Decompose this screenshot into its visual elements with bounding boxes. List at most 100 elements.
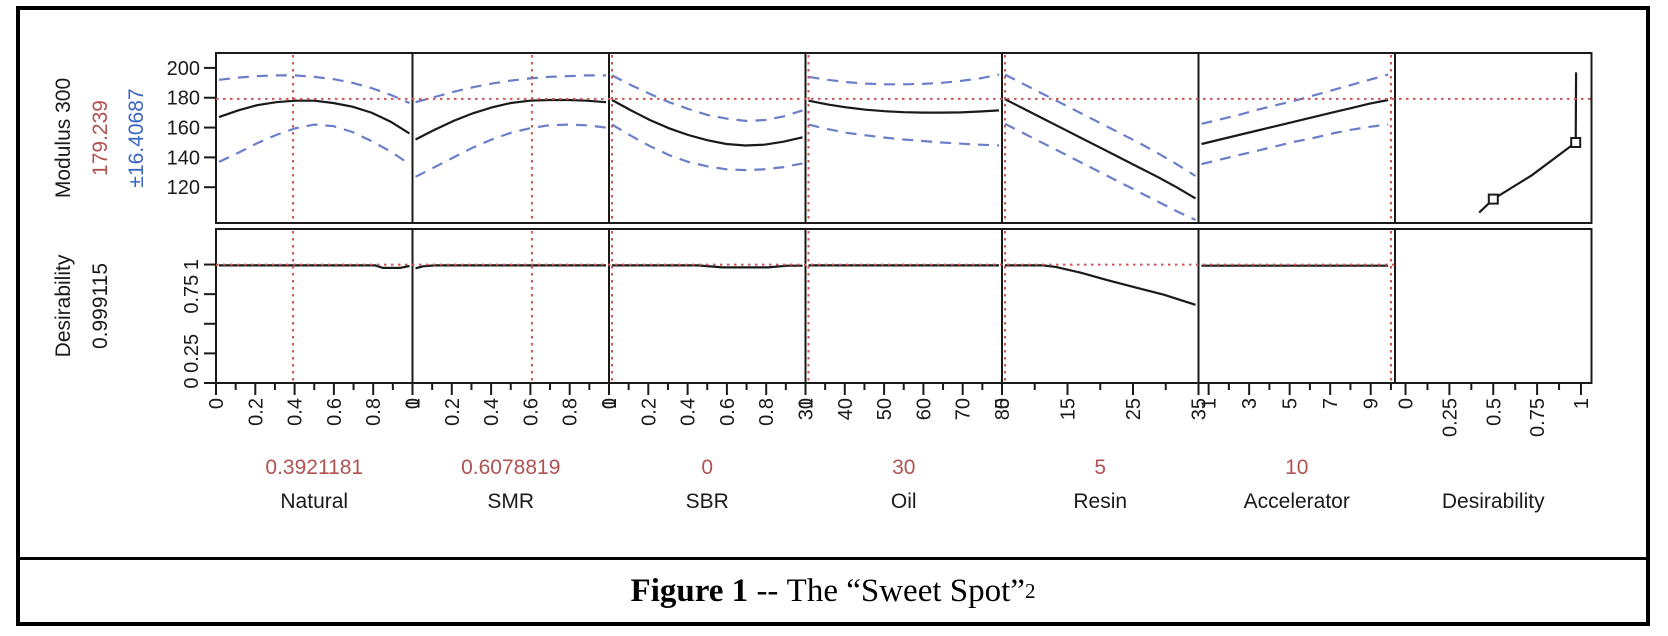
mean-curve-accelerator: [1201, 98, 1389, 146]
panel-resin-desirability: [1001, 228, 1200, 384]
factor-name-sbr: SBR: [686, 490, 729, 513]
panel-natural-desirability: [215, 228, 414, 384]
x-tick-label: 60: [913, 398, 935, 420]
x-tick-label: 5: [1280, 398, 1302, 409]
lower-band-natural: [218, 123, 411, 166]
y-tick-label: 0: [181, 377, 203, 388]
x-tick-label: 0: [599, 398, 621, 409]
desirability-marker[interactable]: [1487, 193, 1499, 205]
factor-name-smr: SMR: [487, 490, 534, 513]
y-tick-label: 1: [181, 259, 203, 270]
panel-sbr-response: [608, 52, 807, 224]
mean-curve-smr: [415, 98, 607, 141]
x-tick-label: 1: [599, 398, 621, 409]
factor-value-natural: 0.3921181: [265, 456, 363, 479]
y-tick-label: 120: [167, 177, 200, 199]
desirability-label: Desirability: [52, 254, 75, 357]
x-tick-label: 3: [1239, 398, 1261, 409]
x-tick-label: 0.2: [442, 398, 464, 426]
desirability-trace-natural: [219, 264, 410, 269]
y-tick-label: 200: [167, 58, 200, 80]
factor-name-natural: Natural: [280, 490, 348, 513]
panel-desirability-empty: [1394, 228, 1593, 384]
mean-curve-natural: [218, 99, 411, 135]
x-tick-label: 0.25: [1439, 398, 1461, 437]
x-tick-label: 80: [992, 398, 1014, 420]
response-ci: ±16.40687: [125, 88, 148, 187]
y-tick-label: 0.75: [181, 275, 203, 314]
x-tick-label: 9: [1361, 398, 1383, 409]
lower-band-accelerator: [1201, 123, 1389, 166]
x-tick-label: 0.2: [245, 398, 267, 426]
caption-title: The “Sweet Spot”: [786, 572, 1025, 609]
desirability-function-curve: [1478, 72, 1578, 214]
mean-curve-sbr: [611, 99, 803, 147]
figure-frame: Modulus 300 179.239 ±16.40687 Desirability 0…: [16, 6, 1650, 626]
figure-caption: Figure 1 -- The “Sweet Spot” 2: [20, 557, 1646, 622]
x-tick-label: 0.6: [717, 398, 739, 426]
x-tick-label: 0.4: [285, 398, 307, 426]
lower-band-oil: [808, 123, 1000, 147]
x-tick-label: 50: [874, 398, 896, 420]
x-tick-label: 0.5: [1483, 398, 1505, 426]
x-tick-label: 0.4: [481, 398, 503, 426]
lower-band-sbr: [611, 123, 803, 172]
x-tick-label: 0.8: [560, 398, 582, 426]
x-tick-label: 40: [835, 398, 857, 420]
x-tick-label: 35: [1189, 398, 1211, 420]
panel-desirability-function: [1394, 52, 1593, 224]
y-tick-label: 140: [167, 147, 200, 169]
response-label: Modulus 300: [52, 78, 75, 198]
panel-sbr-desirability: [608, 228, 807, 384]
x-tick-label: 0: [1396, 398, 1418, 409]
x-tick-label: 1: [1199, 398, 1221, 409]
y-tick-label: 0.25: [181, 334, 203, 373]
lower-band-resin: [1004, 122, 1196, 221]
x-tick-label: 7: [1320, 398, 1342, 409]
panel-smr-desirability: [411, 228, 610, 384]
x-tick-label: 1: [1571, 398, 1593, 409]
y-tick-label: 160: [167, 118, 200, 140]
factor-name-desirability: Desirability: [1442, 490, 1545, 513]
mean-curve-oil: [808, 99, 1000, 114]
desirability-trace-smr: [415, 264, 606, 270]
panel-oil-desirability: [804, 228, 1003, 384]
x-tick-label: 0.2: [638, 398, 660, 426]
response-value: 179.239: [89, 100, 112, 176]
caption-prefix: Figure 1: [630, 572, 749, 609]
factor-value-sbr: 0: [701, 456, 713, 479]
x-tick-label: 15: [1058, 398, 1080, 420]
x-tick-label: 0.8: [363, 398, 385, 426]
y-tick-label: 180: [167, 88, 200, 110]
panel-resin-response: [1001, 52, 1200, 224]
caption-separator: --: [748, 572, 787, 609]
x-tick-label: 0: [403, 398, 425, 409]
x-tick-label: 0.75: [1527, 398, 1549, 437]
x-tick-label: 0: [206, 398, 228, 409]
upper-band-resin: [1004, 73, 1197, 177]
upper-band-sbr: [611, 74, 803, 123]
factor-name-resin: Resin: [1073, 490, 1127, 513]
profiler-svg: Modulus 300 179.239 ±16.40687 Desirability 0…: [52, 52, 1593, 513]
lower-band-smr: [415, 123, 607, 178]
x-tick-label: 1: [796, 398, 818, 409]
x-tick-label: 0.4: [678, 398, 700, 426]
desirability-trace-resin: [1005, 264, 1196, 306]
x-tick-label: 5: [992, 398, 1014, 409]
upper-band-natural: [218, 74, 410, 105]
x-tick-label: 1: [403, 398, 425, 409]
factor-value-oil: 30: [892, 456, 915, 479]
x-tick-label: 30: [796, 398, 818, 420]
desirability-value: 0.999115: [89, 263, 112, 349]
x-tick-label: 70: [953, 398, 975, 420]
panel-accelerator-desirability: [1197, 228, 1396, 384]
factor-name-oil: Oil: [891, 490, 917, 513]
x-tick-label: 0.6: [520, 398, 542, 426]
factor-value-resin: 5: [1094, 456, 1106, 479]
factor-value-accelerator: 10: [1285, 456, 1308, 479]
x-tick-label: 0.8: [756, 398, 778, 426]
desirability-marker[interactable]: [1570, 137, 1582, 148]
panel-smr-response: [411, 52, 610, 224]
mean-curve-resin: [1004, 98, 1197, 200]
